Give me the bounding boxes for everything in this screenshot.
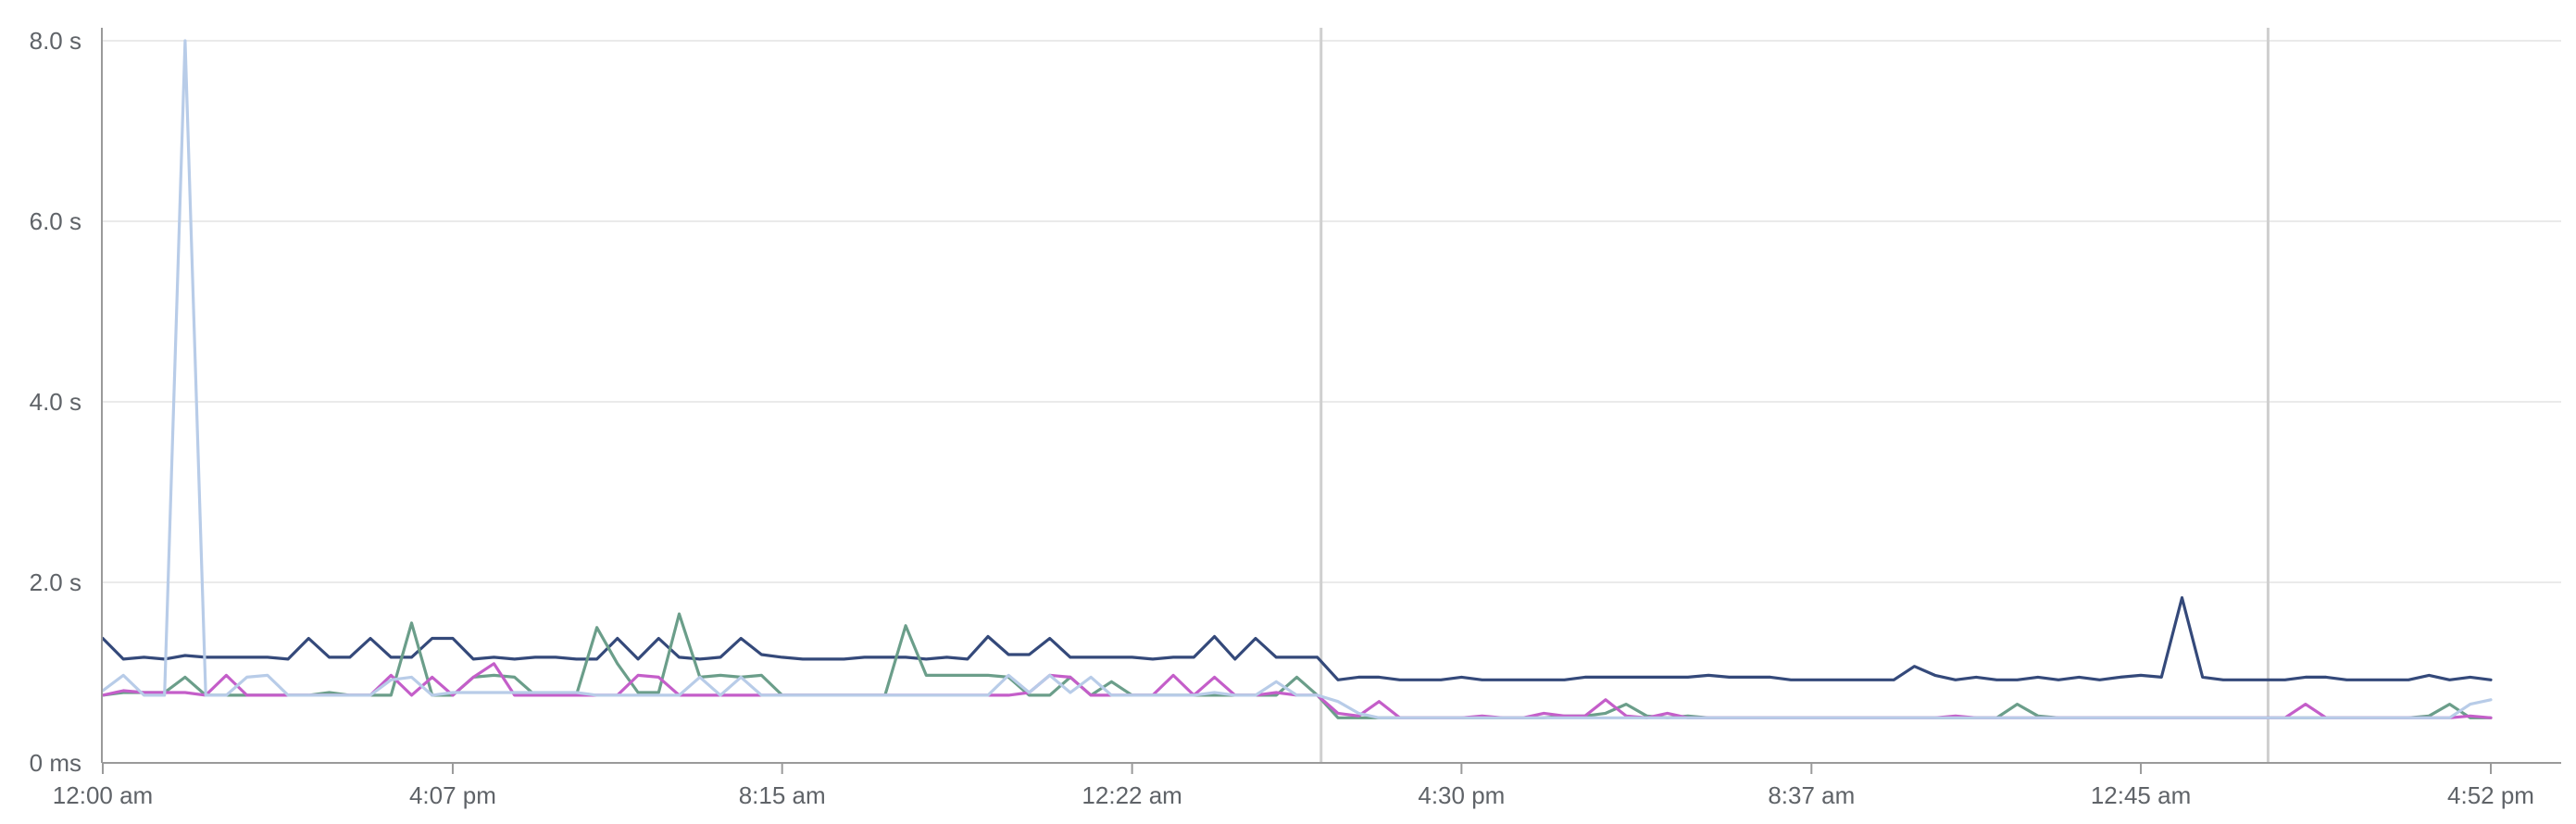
x-tick-label: 4:52 pm bbox=[2447, 781, 2534, 809]
x-tick-label: 8:37 am bbox=[1768, 781, 1855, 809]
vertical-markers bbox=[1319, 28, 2270, 763]
series-line-1 bbox=[101, 595, 2493, 681]
x-tick-label: 12:45 am bbox=[2091, 781, 2191, 809]
x-tick-label: 4:07 pm bbox=[409, 781, 496, 809]
x-tick-label: 4:30 pm bbox=[1418, 781, 1505, 809]
y-tick-label: 0 ms bbox=[30, 749, 81, 777]
y-tick-label: 2.0 s bbox=[30, 568, 81, 596]
series-line-3 bbox=[101, 662, 2493, 719]
series-line-4 bbox=[101, 39, 2493, 719]
x-tick-label: 12:00 am bbox=[53, 781, 153, 809]
axes bbox=[101, 28, 2561, 764]
x-tick-label: 8:15 am bbox=[739, 781, 826, 809]
series-lines bbox=[101, 39, 2493, 719]
grid-lines bbox=[102, 40, 2561, 583]
y-tick-labels: 0 ms 2.0 s 4.0 s 6.0 s 8.0 s bbox=[30, 27, 81, 777]
x-tick-label: 12:22 am bbox=[1082, 781, 1182, 809]
x-tick-labels: 12:00 am 4:07 pm 8:15 am 12:22 am 4:30 pm 8:3… bbox=[53, 763, 2534, 809]
y-tick-label: 6.0 s bbox=[30, 207, 81, 235]
y-tick-label: 8.0 s bbox=[30, 27, 81, 55]
y-tick-label: 4.0 s bbox=[30, 388, 81, 416]
series-line-2 bbox=[101, 612, 2493, 719]
